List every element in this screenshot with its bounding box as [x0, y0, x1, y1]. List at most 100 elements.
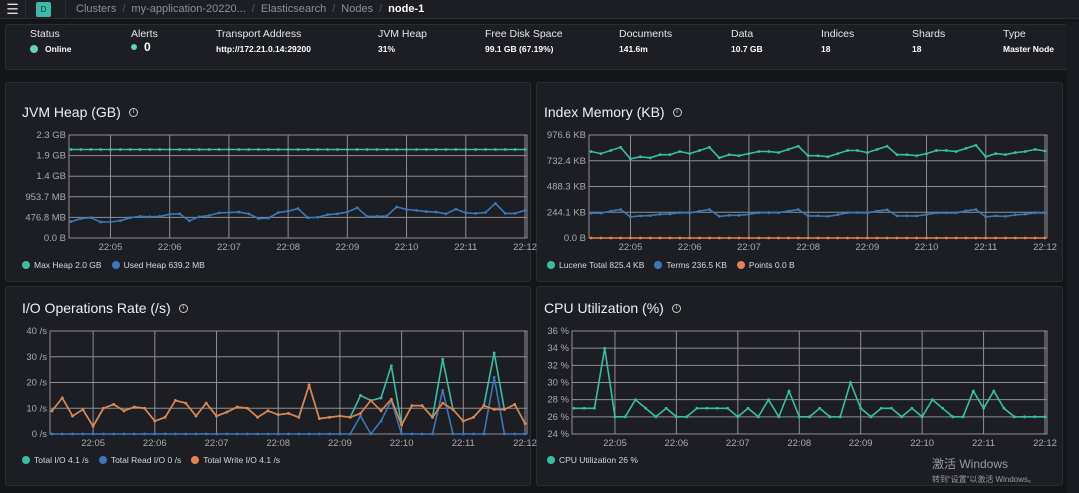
y-tick-label: 26 %: [547, 412, 569, 423]
data-point: [523, 148, 527, 151]
data-point: [207, 214, 211, 217]
chart-legend: Total I/O 4.1 /s Total Read I/O 0 /s Total…: [22, 455, 280, 465]
data-point: [102, 406, 105, 410]
data-point: [974, 208, 978, 211]
y-tick-label: 10 /s: [26, 403, 47, 414]
data-point: [890, 406, 893, 410]
data-point: [328, 432, 332, 436]
data-point: [796, 208, 800, 211]
data-point: [441, 401, 445, 405]
data-point: [603, 346, 607, 350]
legend-item[interactable]: Terms 236.5 KB: [654, 260, 727, 270]
breadcrumb-clusters[interactable]: Clusters: [76, 3, 117, 15]
info-icon[interactable]: i: [178, 303, 188, 313]
legend-item[interactable]: Used Heap 639.2 MB: [111, 260, 205, 270]
data-point: [609, 209, 613, 213]
data-point: [89, 148, 93, 151]
data-point: [984, 215, 988, 219]
legend-item[interactable]: CPU Utilization 26 %: [547, 455, 638, 465]
data-point: [951, 415, 955, 419]
status-dot-icon: [131, 44, 137, 50]
data-point: [994, 214, 998, 218]
data-point: [336, 212, 339, 216]
watermark-line2: 转到“设置”以激活 Windows。: [932, 475, 1037, 484]
x-tick-label: 22:09: [328, 438, 352, 449]
x-tick-label: 22:07: [737, 242, 761, 253]
data-point: [523, 422, 527, 425]
legend-item[interactable]: Max Heap 2.0 GB: [22, 260, 102, 270]
data-point: [306, 216, 310, 220]
stat-free-disk-space: Free Disk Space 99.1 GB (67.19%): [485, 28, 563, 54]
legend-dot-icon: [98, 456, 107, 464]
data-point: [365, 214, 369, 218]
data-point: [503, 432, 506, 436]
data-point: [925, 152, 928, 156]
chart-title: CPU Utilization (%) i: [544, 300, 681, 316]
breadcrumb-nodes[interactable]: Nodes: [341, 3, 374, 15]
data-point: [658, 153, 662, 157]
x-tick-label: 22:08: [266, 438, 290, 449]
y-tick-label: 476.8 MB: [25, 212, 66, 223]
data-point: [503, 148, 507, 151]
breadcrumb-cluster[interactable]: my-application-20220...: [131, 3, 246, 15]
data-point: [629, 215, 632, 219]
data-point: [715, 406, 719, 410]
space-avatar[interactable]: D: [36, 1, 51, 17]
breadcrumb-current: node-1: [388, 3, 425, 15]
data-point: [91, 424, 95, 428]
data-point: [474, 211, 478, 215]
info-icon[interactable]: i: [128, 107, 138, 117]
scrollbar[interactable]: [1066, 22, 1079, 493]
breadcrumb-elasticsearch[interactable]: Elasticsearch: [260, 3, 327, 15]
data-point: [879, 406, 883, 410]
data-point: [856, 211, 859, 215]
data-point: [400, 432, 404, 436]
data-point: [60, 432, 64, 436]
stat-value: 31%: [378, 44, 427, 54]
legend-item[interactable]: Total Read I/O 0 /s: [98, 455, 181, 465]
legend-item[interactable]: Lucene Total 825.4 KB: [547, 260, 644, 270]
data-point: [143, 406, 146, 410]
data-point: [589, 211, 593, 215]
chart-title-text: CPU Utilization (%): [544, 300, 664, 316]
legend-item[interactable]: Total Write I/O 4.1 /s: [191, 455, 280, 465]
data-point: [326, 148, 330, 151]
data-point: [930, 398, 934, 402]
menu-icon[interactable]: ☰: [0, 0, 26, 19]
data-point: [638, 214, 642, 218]
info-icon[interactable]: i: [671, 303, 681, 313]
data-point: [767, 150, 771, 153]
legend-item[interactable]: Total I/O 4.1 /s: [22, 455, 89, 465]
data-point: [276, 413, 280, 417]
data-point: [328, 415, 332, 419]
info-icon[interactable]: i: [672, 107, 682, 117]
data-point: [204, 401, 208, 405]
stat-data: Data 10.7 GB: [731, 28, 763, 54]
legend-dot-icon: [111, 261, 120, 269]
legend-item[interactable]: Points 0.0 B: [736, 260, 795, 270]
data-point: [197, 148, 201, 151]
data-point: [316, 148, 320, 151]
data-point: [148, 215, 152, 219]
data-point: [1023, 236, 1027, 240]
y-tick-label: 32 %: [547, 360, 569, 371]
data-point: [589, 150, 593, 153]
stat-value-text: Master Node: [1003, 44, 1055, 54]
data-point: [207, 148, 211, 151]
data-point: [118, 148, 122, 151]
data-point: [658, 236, 662, 240]
stat-label: JVM Heap: [378, 28, 428, 40]
data-point: [599, 152, 603, 156]
data-point: [513, 211, 517, 215]
data-point: [708, 236, 711, 240]
data-point: [484, 148, 487, 151]
x-tick-label: 22:12: [513, 242, 537, 253]
data-point: [1043, 211, 1047, 215]
legend-dot-icon: [191, 456, 200, 464]
data-point: [50, 409, 54, 413]
y-tick-label: 28 %: [547, 395, 569, 406]
data-point: [856, 236, 859, 240]
data-point: [395, 148, 399, 151]
